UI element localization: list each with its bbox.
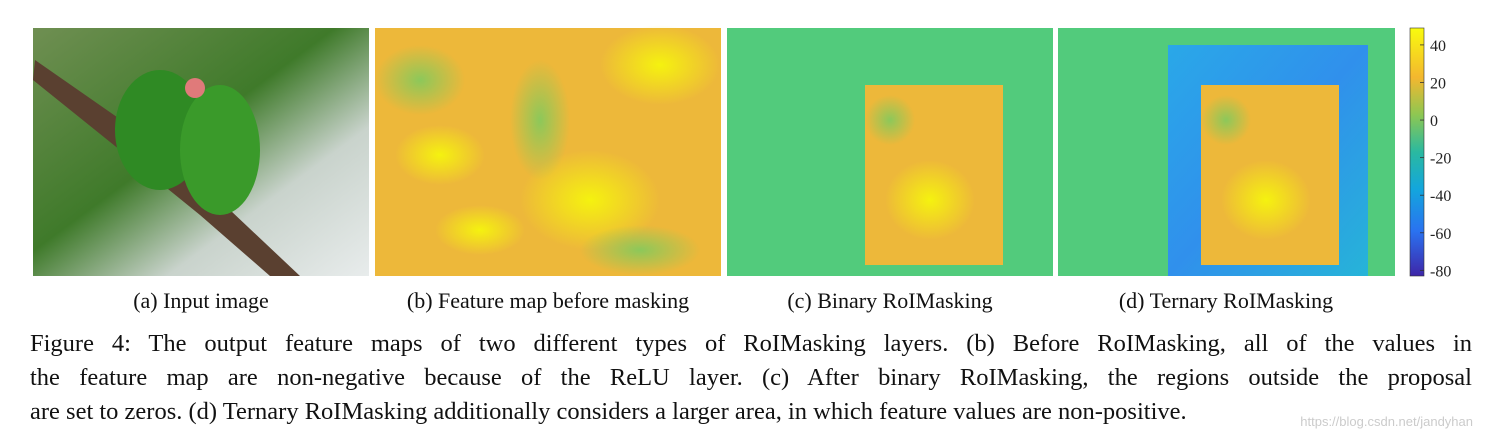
colorbar [1409, 27, 1425, 277]
caption-line: Figure 4: The output feature maps of two… [30, 330, 1472, 357]
panel-caption: (a) Input image [133, 288, 269, 313]
hotspot [435, 205, 525, 255]
colorbar-tick-label: -20 [1430, 151, 1451, 168]
bird-beak [185, 78, 205, 98]
hotspot [885, 160, 975, 240]
coolspot [1201, 95, 1251, 145]
hotspot [600, 25, 720, 105]
coolspot [375, 45, 465, 115]
panel-caption: (c) Binary RoIMasking [787, 288, 992, 313]
colorbar-tick-label: -40 [1430, 188, 1451, 205]
colorbar-tick-label: -60 [1430, 226, 1451, 243]
coolspot [580, 225, 700, 275]
coolspot [510, 60, 570, 180]
hotspot [520, 150, 660, 250]
colorbar-tick-label: 40 [1430, 38, 1446, 55]
panel-caption: (b) Feature map before masking [407, 288, 689, 313]
figure: 40 20 0 -20 -40 -60 -80 (a) Input image (b) Fea… [33, 25, 1451, 313]
colorbar-tick-label: 20 [1430, 75, 1446, 92]
hotspot [1221, 160, 1311, 240]
colorbar-tick-label: 0 [1430, 113, 1438, 130]
caption-line: are set to zeros. (d) Ternary RoIMasking… [30, 398, 1187, 425]
hotspot [395, 125, 485, 185]
watermark: https://blog.csdn.net/jandyhan [1300, 414, 1473, 429]
caption-line: the feature map are non-negative because… [30, 364, 1472, 391]
panel-caption: (d) Ternary RoIMasking [1119, 288, 1333, 313]
coolspot [865, 95, 915, 145]
colorbar-tick-label: -80 [1430, 263, 1451, 280]
bird [180, 85, 260, 215]
